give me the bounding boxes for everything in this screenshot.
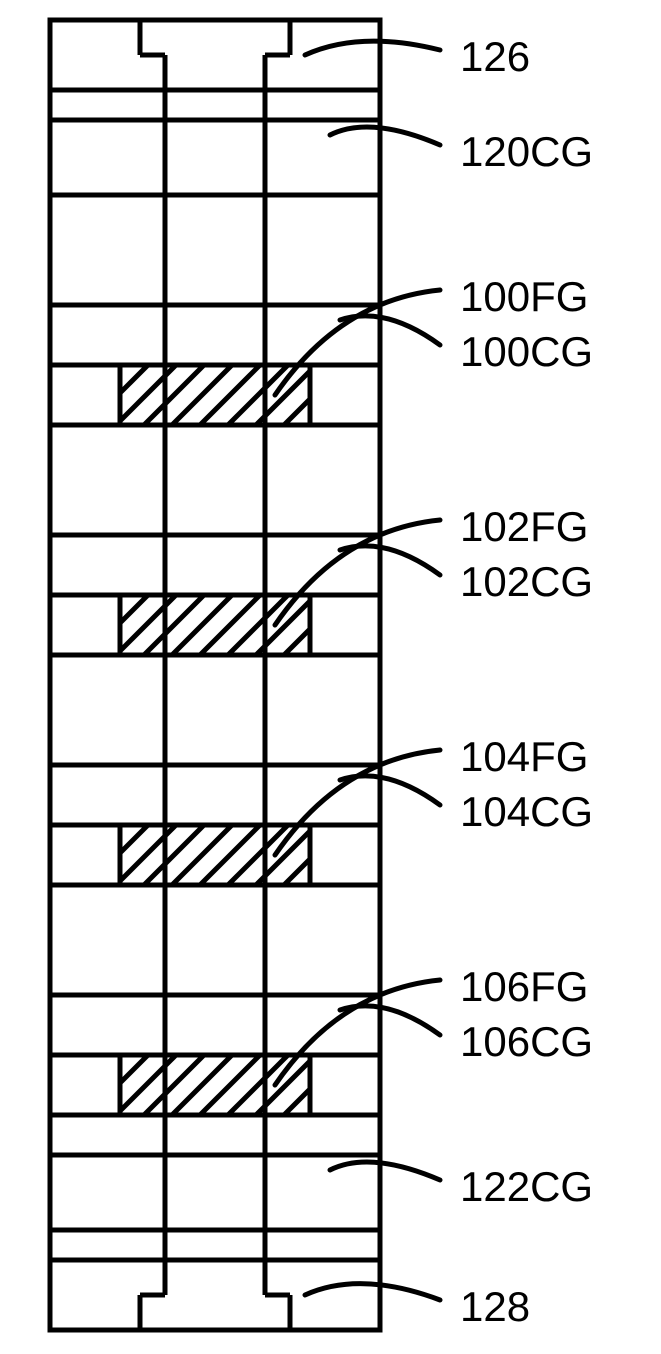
label-l_122CG: 122CG — [460, 1163, 593, 1210]
floating-gate-hatch — [120, 365, 310, 1115]
structure-lines — [50, 20, 380, 1330]
label-l_100CG: 100CG — [460, 328, 593, 375]
label-l_120CG: 120CG — [460, 128, 593, 175]
label-leaders — [275, 41, 440, 1300]
label-texts: 126 120CG 100FG 100CG 102FG 102CG 104FG 104CG 10… — [460, 33, 593, 1330]
nand-string-diagram: 126 120CG 100FG 100CG 102FG 102CG 104FG 104CG 10… — [0, 0, 661, 1354]
label-l_104FG: 104FG — [460, 733, 588, 780]
label-l_102CG: 102CG — [460, 558, 593, 605]
label-l_100FG: 100FG — [460, 273, 588, 320]
label-l_106FG: 106FG — [460, 963, 588, 1010]
label-l_126: 126 — [460, 33, 530, 80]
label-l_106CG: 106CG — [460, 1018, 593, 1065]
label-l_102FG: 102FG — [460, 503, 588, 550]
label-l_128: 128 — [460, 1283, 530, 1330]
label-l_104CG: 104CG — [460, 788, 593, 835]
